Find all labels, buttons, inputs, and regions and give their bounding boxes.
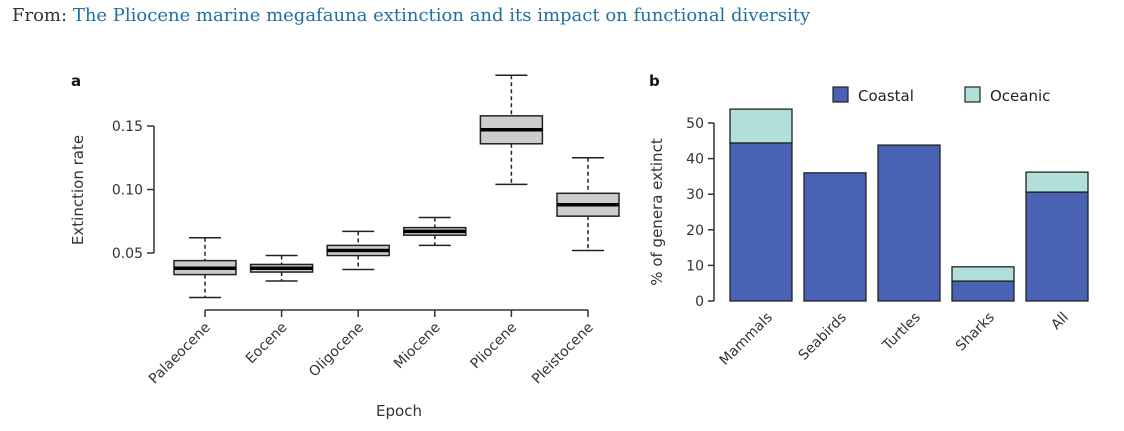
x-tick-label: Eocene xyxy=(243,320,291,368)
bar-all-coastal xyxy=(1025,191,1089,302)
panel-b-barchart: b % of genera extinct 0 10 20 30 40 50 Mammal… xyxy=(648,72,1089,369)
y-tick-label: 40 xyxy=(686,152,704,168)
bar-mammals-oceanic xyxy=(729,108,793,144)
y-tick-label: 50 xyxy=(686,116,704,132)
x-tick-label: Pliocene xyxy=(467,320,520,373)
box-pleistocene xyxy=(556,157,620,252)
y-axis-title: % of genera extinct xyxy=(648,138,666,286)
legend: Coastal Oceanic xyxy=(832,86,1050,105)
bar-seabirds-coastal xyxy=(803,172,867,302)
legend-swatch-coastal xyxy=(832,86,849,103)
x-tick-label: Pleistocene xyxy=(529,320,597,388)
legend-label-oceanic: Oceanic xyxy=(990,87,1050,105)
x-tick-label: Palaeocene xyxy=(146,320,214,388)
x-tick-label: Oligocene xyxy=(306,320,367,381)
bar-turtles-coastal xyxy=(877,144,941,302)
box-pliocene xyxy=(479,74,544,186)
x-tick-label: All xyxy=(1048,310,1072,334)
figure-source-header: From: The Pliocene marine megafauna exti… xyxy=(12,5,810,26)
y-tick-label: 0 xyxy=(695,294,704,310)
panel-b-label: b xyxy=(649,72,660,90)
panel-a-boxplot: a Extinction rate Epoch 0.05 0.10 0.15 Pal… xyxy=(69,72,620,420)
y-tick-label: 20 xyxy=(686,223,704,239)
y-tick-label: 0.10 xyxy=(112,183,143,199)
from-label: From: xyxy=(12,5,68,26)
x-axis-title: Epoch xyxy=(376,402,422,420)
y-tick-label: 10 xyxy=(686,258,704,274)
bar-sharks-oceanic xyxy=(951,266,1015,282)
bar-all-oceanic xyxy=(1025,171,1089,193)
x-tick-label: Miocene xyxy=(391,320,444,373)
bar-mammals-coastal xyxy=(729,142,793,302)
y-tick-label: 0.15 xyxy=(112,119,143,135)
y-tick-label: 30 xyxy=(686,187,704,203)
article-link[interactable]: The Pliocene marine megafauna extinction… xyxy=(72,5,811,26)
x-tick-label: Seabirds xyxy=(796,310,850,364)
x-tick-label: Mammals xyxy=(717,310,776,369)
bar-sharks-coastal xyxy=(951,280,1015,302)
legend-label-coastal: Coastal xyxy=(858,87,914,105)
legend-swatch-oceanic xyxy=(964,86,981,103)
box-palaeocene xyxy=(173,237,237,299)
box-eocene xyxy=(249,254,314,282)
box-miocene xyxy=(403,216,467,247)
x-tick-label: Turtles xyxy=(879,310,924,355)
y-axis-title: Extinction rate xyxy=(69,135,87,245)
y-tick-label: 0.05 xyxy=(112,246,143,262)
x-tick-label: Sharks xyxy=(953,310,998,355)
box-oligocene xyxy=(326,230,390,271)
panel-a-label: a xyxy=(71,72,81,90)
